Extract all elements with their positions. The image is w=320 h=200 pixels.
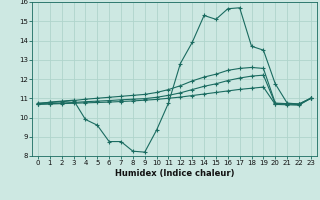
X-axis label: Humidex (Indice chaleur): Humidex (Indice chaleur): [115, 169, 234, 178]
